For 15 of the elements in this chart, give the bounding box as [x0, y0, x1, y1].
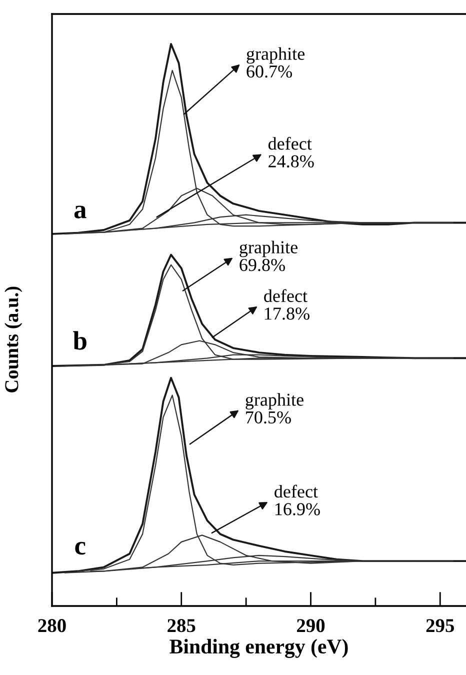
annotation: c: [75, 542, 86, 555]
y-axis-title: Counts (a.u.): [4, 286, 22, 392]
annotation: defect 16.9%: [274, 484, 320, 516]
x-tick-label: 280: [38, 619, 66, 632]
x-tick-label: 295: [426, 619, 454, 632]
x-tick-label: 285: [168, 619, 196, 632]
x-axis-title: Binding energy (eV): [170, 638, 348, 658]
annotation: graphite 69.8%: [240, 240, 298, 272]
annotation: graphite 70.5%: [246, 393, 304, 424]
annotation: a: [74, 206, 86, 218]
annotation: defect 24.8%: [268, 136, 314, 168]
annotation: b: [73, 331, 86, 350]
x-tick-label: 290: [296, 619, 325, 632]
annotation: defect 17.8%: [264, 289, 310, 320]
annotation: graphite 60.7%: [246, 47, 304, 78]
